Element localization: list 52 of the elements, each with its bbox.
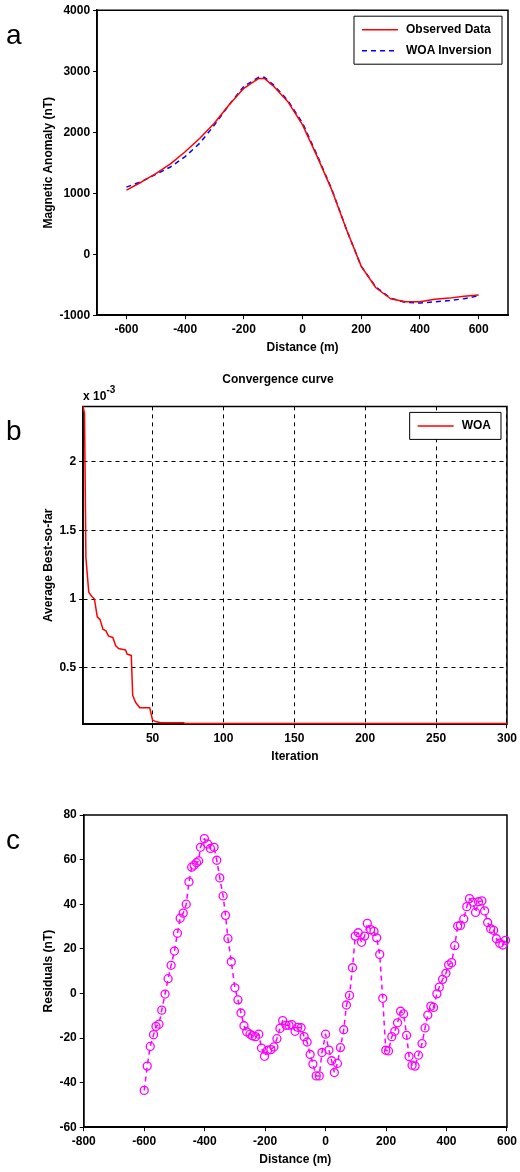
text: b — [6, 415, 22, 447]
y-axis-title: Magnetic Anomaly (nT) — [40, 96, 55, 229]
chart-title: Convergence curve — [222, 371, 335, 386]
x-tick-label: -400 — [192, 1133, 217, 1148]
x-tick-label: -200 — [253, 1133, 278, 1148]
x-axis-title: Iteration — [271, 749, 319, 764]
x-tick-label: 0 — [322, 1133, 330, 1148]
x-tick-label: 400 — [409, 321, 431, 336]
x-tick-label: 150 — [284, 730, 305, 745]
x-tick-label: 600 — [496, 1133, 518, 1148]
x-tick-label: 200 — [376, 1133, 397, 1148]
y-tick-label: 1.5 — [59, 522, 77, 537]
legend-label: WOA Inversion — [405, 43, 492, 58]
y-tick-label: -1000 — [59, 307, 91, 322]
x-tick-label: 250 — [426, 730, 447, 745]
y-tick-label: 60 — [63, 851, 78, 866]
y-tick-label: 2000 — [63, 124, 91, 139]
y-tick-label: 4000 — [63, 2, 91, 17]
x-tick-label: 300 — [496, 730, 518, 745]
x-axis-title: Distance (m) — [259, 1152, 332, 1167]
x-tick-label: 200 — [355, 730, 376, 745]
y-tick-label: 40 — [63, 896, 78, 911]
legend-label: Observed Data — [405, 22, 492, 37]
y-tick-label: -20 — [59, 1030, 78, 1045]
x-tick-label: -600 — [114, 321, 139, 336]
y-tick-label: 0.5 — [59, 660, 77, 675]
x-tick-label: 0 — [299, 321, 307, 336]
y-tick-label: 1 — [69, 591, 77, 606]
x-tick-label: -400 — [173, 321, 198, 336]
text: a — [6, 19, 22, 51]
y-tick-label: 0 — [70, 985, 78, 1000]
x-tick-label: 400 — [436, 1133, 457, 1148]
x-tick-label: 600 — [468, 321, 489, 336]
y-tick-label: 0 — [83, 246, 91, 261]
x-axis-title: Distance (m) — [266, 340, 339, 355]
legend-label: WOA — [461, 418, 492, 433]
y-tick-label: 3000 — [63, 63, 91, 78]
y-axis-title: Residuals (nT) — [40, 929, 55, 1013]
y-tick-label: 80 — [63, 807, 78, 822]
x-tick-label: -800 — [71, 1133, 97, 1148]
y-tick-label: 2 — [69, 453, 77, 468]
x-tick-label: -600 — [132, 1133, 157, 1148]
x-tick-label: 100 — [213, 730, 234, 745]
x-tick-label: 50 — [145, 730, 160, 745]
x-tick-label: -200 — [231, 321, 257, 336]
y-tick-label: 20 — [63, 941, 78, 956]
y-tick-label: -40 — [59, 1074, 78, 1089]
y-axis-title: Average Best-so-far — [40, 508, 55, 623]
y-tick-label: -60 — [59, 1119, 78, 1134]
x-tick-label: 200 — [351, 321, 372, 336]
y-tick-label: 1000 — [63, 185, 91, 200]
text: c — [6, 824, 20, 855]
